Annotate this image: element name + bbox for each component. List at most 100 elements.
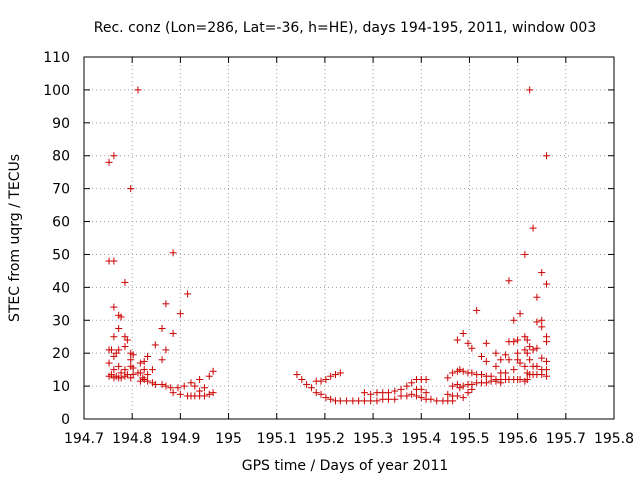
data-point [385, 395, 393, 403]
data-point [187, 379, 195, 387]
y-tick-label: 110 [43, 50, 70, 66]
data-point [158, 325, 166, 332]
data-point [492, 349, 500, 357]
y-tick-label: 100 [43, 83, 70, 99]
y-tick-label: 70 [52, 182, 70, 198]
data-point [107, 346, 115, 354]
y-axis-title: STEC from uqrg / TECUs [7, 154, 23, 322]
data-point [151, 341, 159, 349]
data-point [162, 382, 170, 390]
data-point [196, 376, 204, 384]
data-point [115, 362, 123, 370]
grid-lines [84, 57, 614, 419]
data-point [502, 351, 510, 359]
data-point [115, 346, 123, 354]
data-point [307, 384, 315, 392]
x-tick-label: 195.6 [498, 431, 538, 447]
data-point [317, 390, 325, 398]
x-tick-labels: 194.7 194.8 194.9 195 195.1 195.2 195.3 195.4 19… [64, 431, 634, 447]
data-point [403, 382, 411, 390]
data-point [543, 357, 551, 365]
data-point [523, 376, 531, 384]
data-point [533, 293, 541, 301]
x-tick-label: 194.9 [160, 431, 200, 447]
data-point [144, 352, 152, 360]
data-point [543, 372, 551, 380]
y-tick-label: 20 [52, 346, 70, 362]
data-point [464, 339, 472, 347]
data-point [148, 379, 156, 387]
data-point [514, 336, 522, 344]
data-point [468, 344, 476, 352]
data-point [110, 366, 118, 374]
data-point [205, 390, 213, 398]
y-tick-label: 50 [52, 247, 70, 263]
data-point [136, 359, 144, 367]
data-point [497, 379, 505, 387]
data-point [459, 367, 467, 375]
data-point [397, 385, 405, 393]
data-point [148, 366, 156, 374]
data-point [176, 390, 184, 398]
data-point [180, 382, 188, 390]
data-point [176, 310, 184, 318]
data-point [169, 329, 177, 337]
data-point [482, 379, 490, 387]
data-point [408, 379, 416, 387]
data-point [174, 384, 182, 392]
data-point [360, 397, 368, 405]
data-point [521, 362, 529, 370]
data-point [505, 277, 513, 285]
data-point [408, 390, 416, 398]
data-point [343, 397, 351, 405]
chart-title: Rec. conz (Lon=286, Lat=-36, h=HE), days… [94, 20, 596, 36]
data-point [433, 397, 441, 405]
data-point [427, 395, 435, 403]
data-point [533, 318, 541, 326]
data-point [529, 346, 537, 354]
data-point [209, 389, 217, 397]
data-point [140, 366, 148, 374]
data-point [367, 390, 375, 398]
data-point [533, 344, 541, 352]
data-point [444, 390, 452, 398]
x-tick-label: 194.8 [112, 431, 152, 447]
data-point [516, 310, 524, 318]
data-point [468, 369, 476, 377]
data-point [533, 362, 541, 370]
y-tick-label: 40 [52, 280, 70, 296]
data-point [144, 371, 152, 379]
data-point [403, 392, 411, 400]
data-point [191, 382, 199, 390]
data-point [200, 392, 208, 400]
data-point [134, 86, 142, 94]
data-point [140, 376, 148, 384]
x-tick-label: 195.5 [449, 431, 489, 447]
data-points [105, 86, 551, 405]
data-point [417, 385, 425, 393]
data-point [151, 380, 159, 388]
data-point [139, 374, 147, 382]
data-point [529, 224, 537, 232]
data-point [510, 316, 518, 324]
data-point [391, 395, 399, 403]
data-point [127, 185, 135, 193]
data-point [162, 300, 170, 308]
data-point [492, 362, 500, 370]
data-point [115, 325, 123, 332]
data-point [459, 382, 467, 390]
data-point [303, 380, 311, 388]
data-point [444, 374, 452, 382]
data-point [502, 369, 510, 377]
data-point [121, 366, 129, 374]
plot-frame [83, 56, 615, 420]
data-point [129, 371, 137, 379]
data-point [162, 346, 170, 354]
data-point [209, 367, 217, 375]
data-point [505, 356, 513, 364]
data-point [110, 303, 118, 311]
data-point [538, 316, 546, 324]
data-point [336, 369, 344, 377]
data-point [453, 336, 461, 344]
